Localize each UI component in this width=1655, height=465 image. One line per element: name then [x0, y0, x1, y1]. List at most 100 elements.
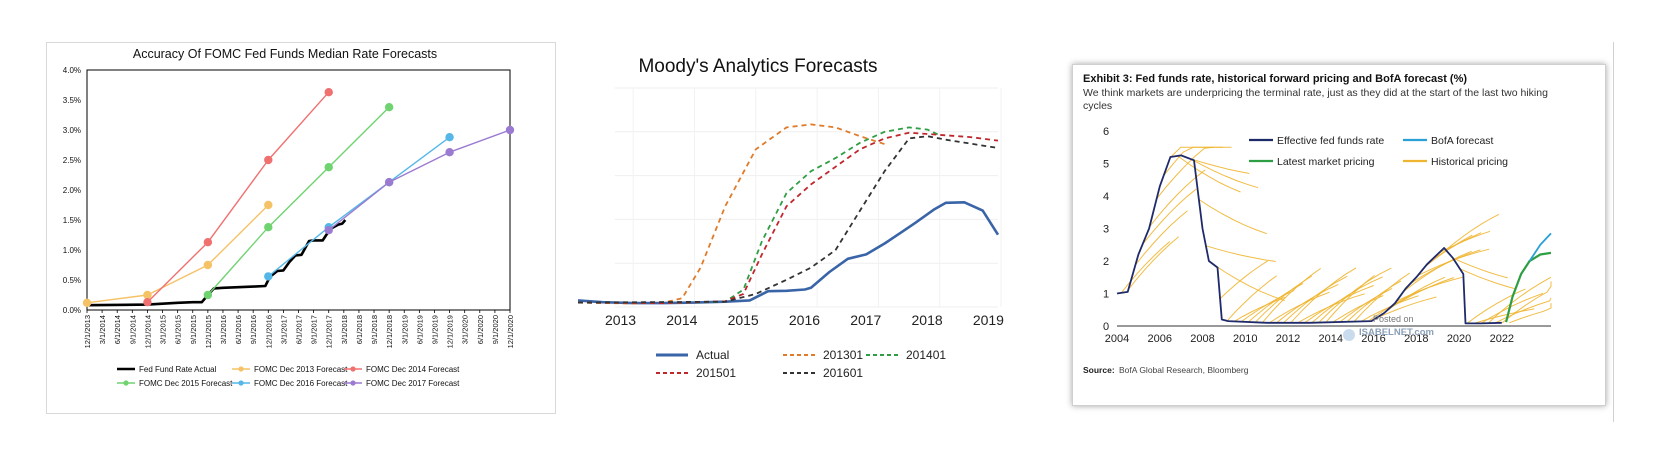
data-point-fomc-dec-2013-forecast: [264, 200, 273, 210]
legend-label: Fed Fund Rate Actual: [139, 365, 217, 374]
x-tick-label: 6/1/2019: [415, 315, 424, 344]
watermark-logo-icon: [1343, 329, 1355, 341]
data-point-fomc-dec-2016-forecast: [445, 133, 454, 142]
historical-pricing-curve: [1325, 275, 1375, 323]
x-tick-label: 2016: [789, 312, 820, 328]
moodys-forecast-chart: Moody's Analytics Forecasts0123452013201…: [554, 56, 1004, 380]
series-line-bofa-forecast: [1528, 232, 1552, 262]
x-tick-label: 3/1/2019: [400, 315, 409, 344]
historical-pricing-curve: [1205, 245, 1276, 262]
data-point-fomc-dec-2015-forecast: [324, 163, 333, 172]
legend-marker-fomc-dec-2016-forecast: [238, 380, 244, 386]
y-tick-label: 6: [1103, 126, 1109, 138]
historical-pricing-curve: [1290, 267, 1357, 324]
historical-pricing-curve: [1445, 213, 1500, 251]
x-tick-label: 2019: [973, 312, 1004, 328]
x-tick-label: 3/1/2020: [461, 315, 470, 344]
historical-pricing-curve: [1283, 275, 1348, 324]
x-tick-label: 2014: [1319, 333, 1343, 345]
x-tick-label: 2018: [912, 312, 943, 328]
x-tick-label: 2008: [1190, 333, 1214, 345]
series-line-201301: [577, 123, 885, 305]
y-tick-label: 0: [1103, 321, 1109, 333]
legend-marker-fomc-dec-2017-forecast: [350, 380, 356, 386]
y-tick-label: 2: [1103, 256, 1109, 268]
y-tick-label: 0.0%: [63, 306, 81, 315]
historical-pricing-curve: [1382, 276, 1446, 315]
y-tick-label: 4: [1103, 191, 1109, 203]
legend-label: Historical pricing: [1431, 156, 1508, 168]
historical-pricing-curve: [1410, 249, 1481, 284]
chart-subtitle-line: cycles: [1083, 100, 1112, 112]
x-tick-label: 12/1/2020: [506, 315, 515, 348]
x-tick-label: 12/1/2016: [264, 315, 273, 348]
historical-pricing-curve: [1501, 281, 1552, 324]
right-edge-divider: [1613, 42, 1614, 422]
legend-label: Actual: [696, 348, 729, 362]
x-tick-label: 2018: [1404, 333, 1428, 345]
y-tick-label: 2.5%: [63, 156, 81, 165]
data-point-fomc-dec-2014-forecast: [264, 155, 273, 165]
x-tick-label: 12/1/2019: [446, 315, 455, 348]
historical-pricing-curve: [1311, 276, 1383, 324]
y-tick-label: 1: [1103, 289, 1109, 301]
chart-title: Moody's Analytics Forecasts: [638, 56, 877, 77]
bofa-fed-funds-chart-panel: Exhibit 3: Fed funds rate, historical fo…: [1072, 64, 1606, 406]
moodys-forecast-chart-panel: Moody's Analytics Forecasts0123452013201…: [554, 50, 1048, 410]
historical-pricing-curve: [1219, 260, 1268, 300]
x-tick-label: 6/1/2017: [295, 315, 304, 344]
x-tick-label: 2004: [1105, 333, 1129, 345]
historical-pricing-curve: [1127, 236, 1180, 290]
x-tick-label: 12/1/2015: [204, 315, 213, 348]
historical-pricing-curve: [1473, 308, 1535, 324]
plot-frame: [86, 69, 511, 311]
historical-pricing-curve: [1318, 267, 1392, 323]
watermark-text: Posted on: [1373, 314, 1414, 324]
x-tick-label: 2012: [1276, 333, 1300, 345]
historical-pricing-curve: [1396, 276, 1463, 302]
x-tick-label: 2015: [728, 312, 759, 328]
x-tick-label: 3/1/2017: [279, 315, 288, 344]
x-tick-label: 9/1/2014: [128, 315, 137, 344]
data-point-fomc-dec-2015-forecast: [264, 223, 273, 232]
historical-pricing-curve: [1262, 267, 1321, 323]
legend-label: FOMC Dec 2013 Forecast: [254, 365, 348, 374]
data-point-fomc-dec-2014-forecast: [203, 238, 213, 247]
historical-pricing-curve: [1191, 158, 1259, 189]
y-tick-label: 3: [1103, 224, 1109, 236]
data-point-fomc-dec-2013-forecast: [143, 290, 152, 300]
historical-pricing-curve: [1276, 283, 1339, 324]
data-point-fomc-dec-2015-forecast: [203, 290, 213, 300]
x-tick-label: 2006: [1148, 333, 1172, 345]
legend-label: BofA forecast: [1431, 135, 1494, 147]
data-point-fomc-dec-2017-forecast: [445, 148, 454, 157]
y-tick-label: 3.5%: [63, 96, 81, 105]
bofa-fed-funds-chart: Exhibit 3: Fed funds rate, historical fo…: [1083, 73, 1552, 375]
historical-pricing-curve: [1375, 296, 1437, 320]
chart-title: Exhibit 3: Fed funds rate, historical fo…: [1083, 73, 1467, 85]
x-tick-label: 9/1/2018: [370, 315, 379, 344]
x-tick-label: 9/1/2019: [430, 315, 439, 344]
historical-pricing-curve: [1177, 155, 1241, 193]
historical-pricing-curve: [1212, 263, 1285, 302]
x-tick-label: 2017: [850, 312, 881, 328]
data-point-fomc-dec-2017-forecast: [324, 226, 333, 235]
x-tick-label: 6/1/2018: [355, 315, 364, 344]
x-tick-label: 12/1/2014: [143, 315, 152, 348]
legend-label: 201601: [823, 366, 863, 380]
data-point-fomc-dec-2016-forecast: [264, 272, 273, 281]
legend-label: 201401: [906, 348, 946, 362]
legend-label: FOMC Dec 2014 Forecast: [366, 365, 460, 374]
x-tick-label: 2014: [666, 312, 697, 328]
historical-pricing-curve: [1466, 288, 1526, 324]
historical-pricing-curve: [1494, 297, 1552, 324]
historical-pricing-curve: [1452, 257, 1508, 279]
series-line-latest-market-pricing: [1505, 251, 1552, 323]
series-line-fomc-dec-2016-forecast: [267, 136, 451, 277]
chart-title: Accuracy Of FOMC Fed Funds Median Rate F…: [133, 47, 437, 61]
chart-subtitle-line: We think markets are underpricing the te…: [1083, 87, 1548, 99]
data-point-fomc-dec-2017-forecast: [384, 178, 394, 187]
series-line-fed-fund-rate-actual: [86, 219, 347, 307]
x-tick-label: 2013: [605, 312, 636, 328]
historical-pricing-curve: [1487, 276, 1552, 324]
